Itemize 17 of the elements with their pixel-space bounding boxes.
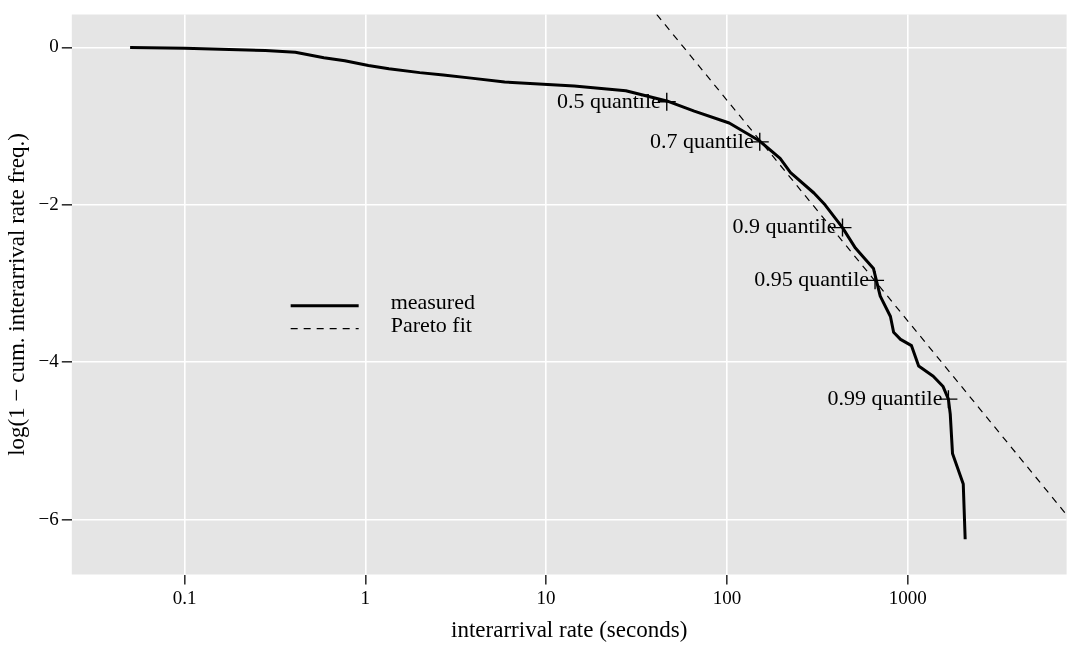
annotation: 0.7 quantile [649,127,754,153]
x-axis-title: interarrival rate (seconds) [451,617,688,643]
y-tick-label: −2 [38,192,59,214]
y-axis-title: log(1 − cum. interarrival rate freq.) [3,133,29,456]
x-tick-label: 100 [712,586,742,608]
y-tick-label: −4 [38,350,60,372]
x-tick-label: 0.1 [172,586,197,608]
y-tick-label: 0 [49,35,59,57]
annotation: 0.9 quantile [732,213,837,239]
legend-label: measured [390,289,475,315]
x-tick-label: 1 [360,586,371,608]
annotation: 0.95 quantile [754,266,870,292]
legend-label: Pareto fit [390,312,472,338]
annotation: 0.99 quantile [827,384,943,410]
x-tick-label: 1000 [888,586,927,608]
x-tick-label: 10 [536,586,556,608]
y-tick-label: −6 [38,507,59,529]
